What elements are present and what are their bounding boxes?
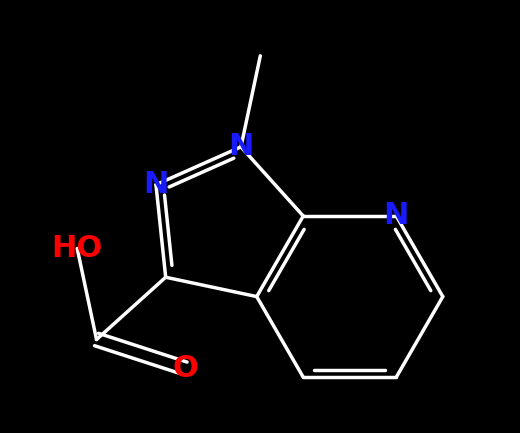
- Text: HO: HO: [51, 234, 103, 263]
- Text: N: N: [144, 170, 168, 199]
- Text: N: N: [228, 132, 254, 162]
- Text: O: O: [172, 354, 198, 383]
- Text: N: N: [384, 201, 409, 230]
